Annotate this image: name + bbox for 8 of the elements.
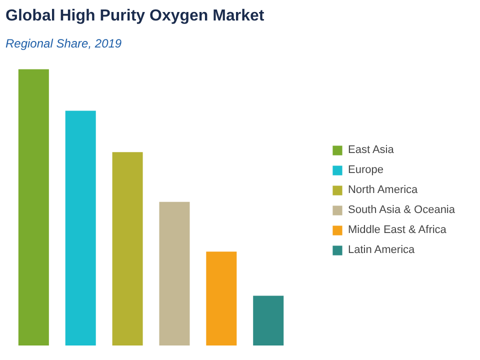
chart-title: Global High Purity Oxygen Market [6,8,265,24]
legend-label: East Asia [348,144,394,156]
legend-label: Middle East & Africa [348,224,446,236]
legend-label: Latin America [348,244,415,256]
chart-subtitle: Regional Share, 2019 [6,36,122,50]
legend-label: South Asia & Oceania [348,204,455,216]
legend-label: North America [348,184,418,196]
legend-label: Europe [348,164,384,176]
